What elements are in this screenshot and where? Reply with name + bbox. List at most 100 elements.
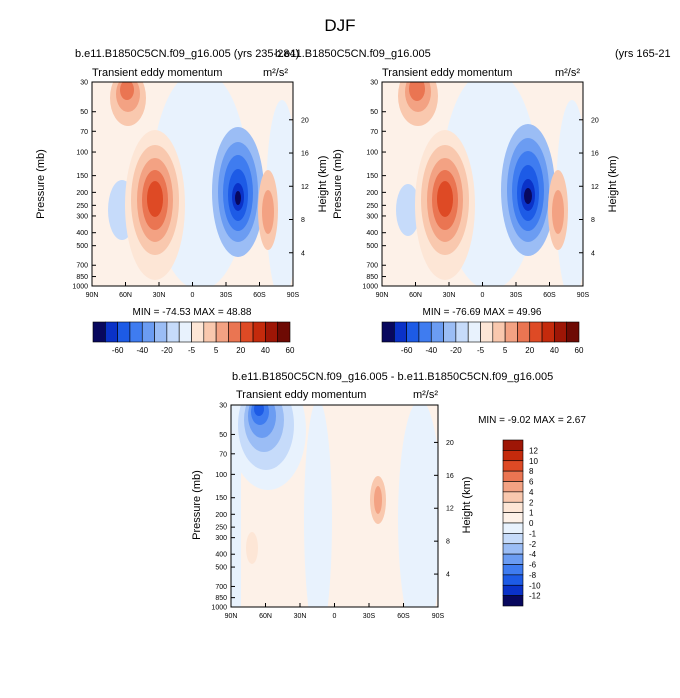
panel-c-colorbar-label: 6 [529,478,534,487]
panel-c-colorbar-swatch [502,439,524,451]
panel-a-contour-pos-30n-5 [147,181,163,217]
panel-a-y2tick-label: 4 [301,250,305,257]
panel-a: b.e11.B1850C5CN.f09_g16.005 (yrs 235-284… [35,48,329,355]
panel-c-y2label: Height (km) [461,477,473,534]
panel-c-colorbar-label: 2 [529,498,534,507]
panel-b-ytick-label: 70 [370,129,378,136]
panel-c-ytick-label: 30 [219,403,227,410]
panel-b-y2tick-label: 16 [591,151,599,158]
panel-c-case-title: b.e11.B1850C5CN.f09_g16.005 - b.e11.B185… [232,371,553,383]
panel-c-colorbar-label: -10 [529,581,541,590]
panel-a-colorbar-swatch [252,321,266,343]
panel-c-ytick-label: 500 [215,565,227,572]
panel-b-colorbar-label: -5 [477,346,485,355]
panel-a-colorbar: -60 -40 -20 -5 5 20 40 60 [92,321,295,355]
panel-c-colorbar-label: -12 [529,592,541,601]
panel-c-colorbar-label: 8 [529,467,534,476]
panel-b-colorbar-swatch [394,321,407,343]
panel-a-case-title: b.e11.B1850C5CN.f09_g16.005 (yrs 235-284… [75,48,299,60]
panel-b-ytick-label: 850 [366,274,378,281]
panel-a-ytick-label: 50 [80,109,88,116]
panel-b-axes: 90N 60N 30N 0 30S 60S 90S 30 50 70 100 150 200 250 300… [362,80,598,300]
panel-c-colorbar-label: -2 [529,540,537,549]
panel-a-colorbar-swatch [240,321,254,343]
panel-c-ytick-label: 1000 [211,605,227,612]
panel-c-xtick-label: 60N [259,613,272,620]
panel-b-ytick-label: 250 [366,203,378,210]
panel-a-ytick-label: 70 [80,129,88,136]
panel-a-colorbar-swatch [203,321,217,343]
panel-c-colorbar-swatch [502,522,524,534]
panel-a-colorbar-swatch [141,321,155,343]
panel-a-min-max: MIN = -74.53 MAX = 48.88 [133,307,252,318]
panel-b-y2tick-label: 8 [591,217,595,224]
panel-c-colorbar-swatch [502,574,524,586]
panel-b-y2tick-label: 4 [591,250,595,257]
panel-a-xtick-label: 30N [153,292,166,299]
panel-b-ylabel: Pressure (mb) [332,149,344,219]
panel-b-units: m²/s² [555,67,580,79]
panel-c-colorbar-swatch [502,450,524,462]
panel-a-colorbar-swatch [105,321,118,343]
panel-b-colorbar-label: -20 [450,346,462,355]
panel-a-ytick-label: 850 [76,274,88,281]
panel-b-min-max: MIN = -76.69 MAX = 49.96 [423,307,542,318]
panel-c-y2tick-label: 4 [446,572,450,579]
panel-c-colorbar-swatch [502,533,524,545]
panel-b-colorbar-label: -40 [425,346,437,355]
panel-b-colorbar-swatch [443,321,457,343]
panel-c-xtick-label: 90S [432,613,445,620]
panel-c-colorbar-swatch [502,584,524,596]
panel-c-colorbar-swatch [502,460,524,472]
panel-c-contour-neg-6 [254,405,264,416]
panel-a-y2tick-label: 8 [301,217,305,224]
panel-b-colorbar-swatch [381,321,395,343]
panel-b-y2label: Height (km) [607,156,619,213]
panel-a-xtick-label: 30S [220,292,233,299]
panel-b-colorbar-swatch [406,321,420,343]
panel-b-xtick-label: 60N [409,292,422,299]
panel-b: b.e11.B1850C5CN.f09_g16.005 (yrs 165-21 … [275,48,671,355]
panel-b-ytick-label: 700 [366,263,378,270]
panel-b-colorbar-swatch [492,321,506,343]
panel-c-ytick-label: 300 [215,535,227,542]
panel-a-ytick-label: 700 [76,263,88,270]
panel-b-contour-blue-60n [396,184,420,236]
panel-b-y2tick-label: 12 [591,184,599,191]
panel-a-contour-neg-30s-6 [235,191,241,205]
panel-a-ytick-label: 250 [76,203,88,210]
panel-b-colorbar-label: 60 [575,346,584,355]
panel-b-colorbar-swatch [455,321,469,343]
panel-c-xtick-label: 30S [363,613,376,620]
panel-a-colorbar-swatch [166,321,180,343]
panel-c-colorbar-label: 0 [529,519,534,528]
panel-a-xtick-label: 60N [119,292,132,299]
panel-c-y2tick-label: 20 [446,440,454,447]
panel-b-colorbar-label: 40 [550,346,559,355]
panel-c-y2tick-label: 8 [446,539,450,546]
panel-a-colorbar-swatch [228,321,242,343]
panel-a-ylabel: Pressure (mb) [35,149,47,219]
panel-a-y2tick-label: 12 [301,184,309,191]
panel-b-subtitle: Transient eddy momentum [382,67,512,79]
panel-a-y2tick-label: 20 [301,117,309,124]
panel-a-colorbar-swatch [92,321,106,343]
panel-a-axes: 90N 60N 30N 0 30S 60S 90S 30 50 70 100 150 200 250 300… [72,80,308,300]
figure-title: DJF [324,16,355,35]
panel-b-y2tick-label: 20 [591,117,599,124]
panel-c-y2tick-label: 16 [446,473,454,480]
panel-a-colorbar-label: 60 [286,346,295,355]
panel-b-colorbar-swatch [418,321,432,343]
panel-b-colorbar-label: 5 [503,346,508,355]
panel-c-ytick-label: 100 [215,472,227,479]
panel-c-axes: 90N 60N 30N 0 30S 60S 90S 30 50 70 100 150 200 250 300… [211,403,453,621]
panel-c-ytick-label: 70 [219,451,227,458]
panel-a-colorbar-label: 40 [261,346,270,355]
panel-b-xtick-label: 90N [376,292,389,299]
panel-b-ytick-label: 400 [366,230,378,237]
panel-a-ytick-label: 150 [76,173,88,180]
panel-c-ytick-label: 250 [215,525,227,532]
panel-c-ytick-label: 850 [215,595,227,602]
